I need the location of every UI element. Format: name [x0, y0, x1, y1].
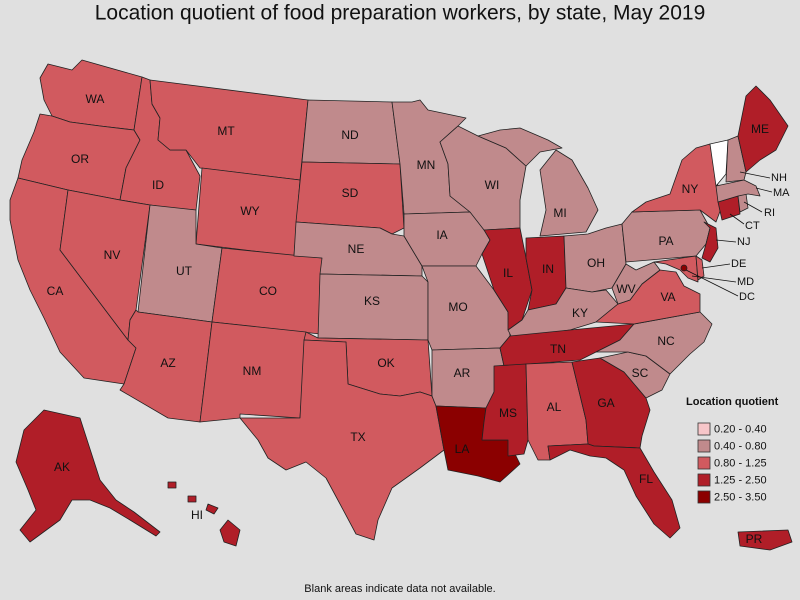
state-de[interactable]: [695, 255, 705, 281]
state-ks[interactable]: [317, 273, 429, 341]
legend-label-1: 0.40 - 0.80: [714, 440, 767, 452]
state-ne[interactable]: [293, 221, 423, 277]
state-ma[interactable]: [715, 179, 761, 203]
state-nd[interactable]: [301, 99, 401, 165]
state-hi-kauai[interactable]: [167, 481, 177, 489]
state-wy[interactable]: [195, 167, 301, 257]
state-dc[interactable]: [680, 264, 688, 272]
state-wv[interactable]: [611, 261, 661, 305]
state-nj[interactable]: [701, 221, 719, 263]
map-title: Location quotient of food preparation wo…: [95, 2, 706, 25]
state-pr[interactable]: [737, 529, 793, 551]
legend-swatch-0: [697, 422, 711, 436]
leader-lines: [685, 171, 773, 297]
state-hi-oahu[interactable]: [187, 495, 197, 503]
state-nm[interactable]: [199, 321, 307, 423]
label-ct: CT: [745, 220, 760, 232]
legend-label-3: 1.25 - 2.50: [714, 474, 767, 486]
legend: Location quotient 0.20 - 0.40 0.40 - 0.80…: [686, 396, 779, 503]
legend-label-0: 0.20 - 0.40: [714, 423, 767, 435]
legend-swatch-2: [697, 456, 711, 470]
state-fl[interactable]: [547, 443, 681, 539]
state-hi-maui[interactable]: [205, 503, 219, 515]
label-md: MD: [737, 276, 754, 288]
label-ma: MA: [773, 187, 790, 199]
label-de: DE: [731, 258, 746, 270]
label-ri: RI: [764, 207, 775, 219]
state-nh[interactable]: [725, 135, 747, 183]
state-mi-upper[interactable]: [477, 127, 563, 167]
states-layer: [9, 59, 793, 551]
legend-swatch-4: [697, 490, 711, 504]
legend-label-4: 2.50 - 3.50: [714, 491, 767, 503]
state-tx[interactable]: [239, 339, 445, 541]
state-nc[interactable]: [595, 311, 713, 375]
legend-swatch-3: [697, 473, 711, 487]
label-nh: NH: [771, 172, 787, 184]
state-pa[interactable]: [621, 209, 711, 263]
footnote: Blank areas indicate data not available.: [304, 583, 495, 595]
legend-swatch-1: [697, 439, 711, 453]
legend-label-2: 0.80 - 1.25: [714, 457, 767, 469]
legend-title: Location quotient: [686, 396, 779, 408]
state-hi[interactable]: [219, 519, 241, 547]
label-dc: DC: [739, 291, 755, 303]
state-co[interactable]: [211, 247, 323, 335]
label-nj: NJ: [737, 236, 750, 248]
state-me[interactable]: [737, 85, 789, 173]
state-mi[interactable]: [539, 149, 599, 237]
state-ak[interactable]: [15, 409, 161, 543]
